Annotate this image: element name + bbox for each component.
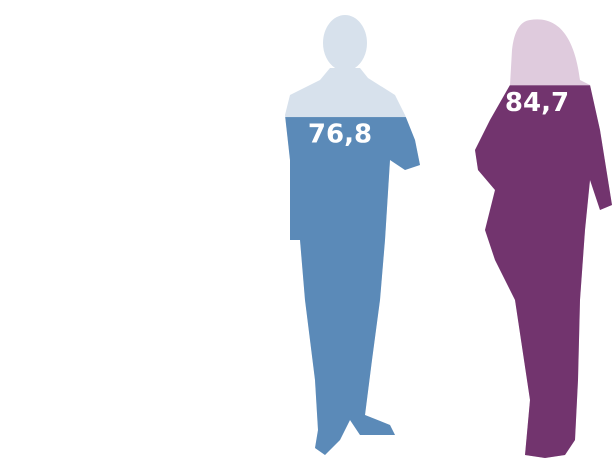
figure-fill: [475, 85, 612, 458]
figure-fill: [285, 117, 420, 455]
value-label: 84,7: [505, 88, 569, 118]
value-label: 76,8: [308, 120, 372, 150]
